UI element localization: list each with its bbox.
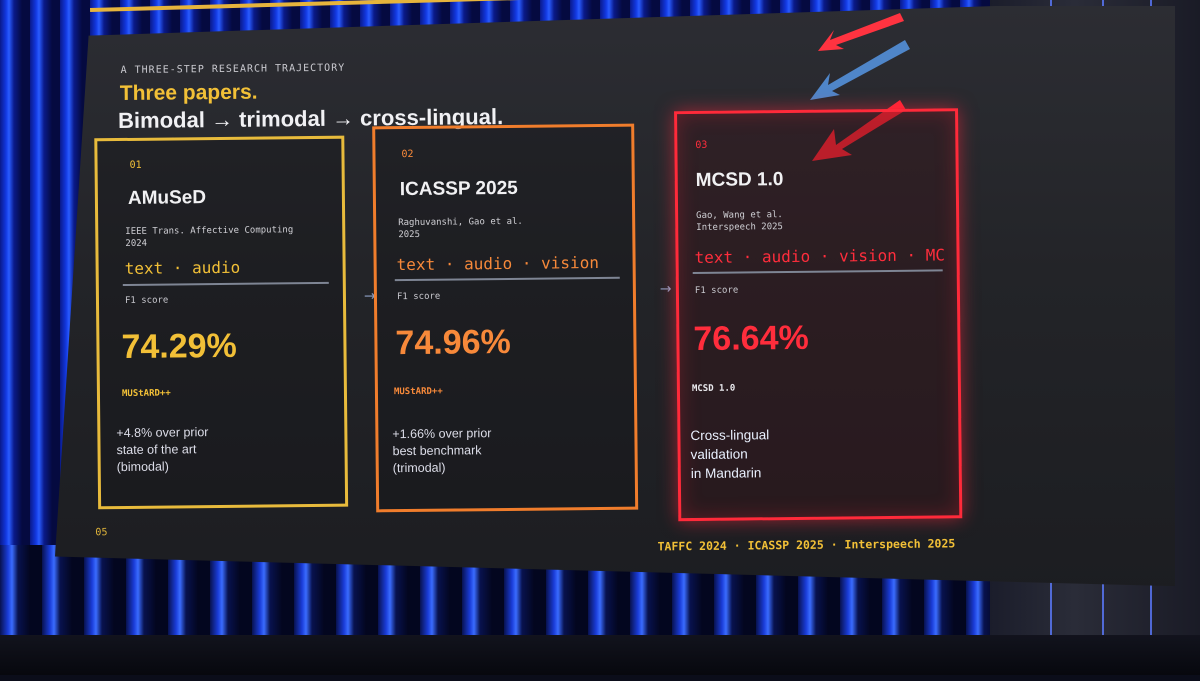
card-number: 02 bbox=[401, 148, 414, 161]
stage-floor bbox=[0, 635, 1200, 675]
slide-eyebrow: A THREE-STEP RESEARCH TRAJECTORY bbox=[120, 62, 346, 77]
decorative-arrows bbox=[810, 13, 910, 161]
card-venue: IEEE Trans. Affective Computing 2024 bbox=[125, 225, 294, 249]
projection-screen bbox=[55, 6, 1175, 587]
paper-card-amused: 01 AMuSeD IEEE Trans. Affective Computin… bbox=[94, 135, 349, 510]
card-score: 76.64% bbox=[693, 318, 809, 359]
card-venue: Gao, Wang et al. Interspeech 2025 bbox=[696, 210, 784, 233]
card-divider bbox=[692, 269, 943, 275]
card-note: Cross-lingual validation in Mandarin bbox=[690, 427, 770, 482]
card-modalities: text · audio bbox=[124, 257, 241, 278]
card-dataset: MCSD 1.0 bbox=[691, 383, 736, 395]
card-metric-label: F1 score bbox=[124, 295, 169, 306]
card-metric-label: F1 score bbox=[396, 291, 441, 303]
card-dataset: MUStARD++ bbox=[121, 388, 171, 400]
card-modalities: text · audio · vision bbox=[396, 253, 600, 275]
progression-arrow-icon: → bbox=[659, 281, 672, 298]
card-number: 03 bbox=[695, 139, 708, 151]
card-number: 01 bbox=[129, 159, 142, 171]
card-title: AMuSeD bbox=[127, 187, 207, 209]
card-note: +1.66% over prior best benchmark (trimod… bbox=[392, 426, 492, 476]
slide-title: Three papers. bbox=[119, 80, 258, 106]
card-dataset: MUStARD++ bbox=[393, 386, 443, 398]
card-metric-label: F1 score bbox=[694, 285, 739, 297]
card-title: MCSD 1.0 bbox=[695, 169, 784, 191]
slide-page-number: 05 bbox=[95, 527, 108, 539]
slide-footer: TAFFC 2024 · ICASSP 2025 · Interspeech 2… bbox=[657, 536, 956, 554]
card-note: +4.8% over prior state of the art (bimod… bbox=[116, 425, 209, 475]
card-divider bbox=[122, 281, 329, 286]
red-pointer-arrow-icon bbox=[818, 13, 904, 51]
red-pointer-arrow-icon bbox=[812, 100, 906, 161]
paper-card-mcsd: 03 MCSD 1.0 Gao, Wang et al. Interspeech… bbox=[674, 108, 963, 522]
paper-card-icassp: 02 ICASSP 2025 Raghuvanshi, Gao et al. 2… bbox=[372, 123, 639, 513]
card-score: 74.96% bbox=[395, 322, 511, 363]
blue-pointer-arrow-icon bbox=[810, 40, 910, 100]
card-divider bbox=[394, 276, 620, 282]
card-score: 74.29% bbox=[121, 326, 237, 367]
card-venue: Raghuvanshi, Gao et al. 2025 bbox=[398, 216, 523, 241]
card-modalities: text · audio · vision · MC bbox=[694, 245, 946, 268]
card-title: ICASSP 2025 bbox=[399, 177, 518, 201]
